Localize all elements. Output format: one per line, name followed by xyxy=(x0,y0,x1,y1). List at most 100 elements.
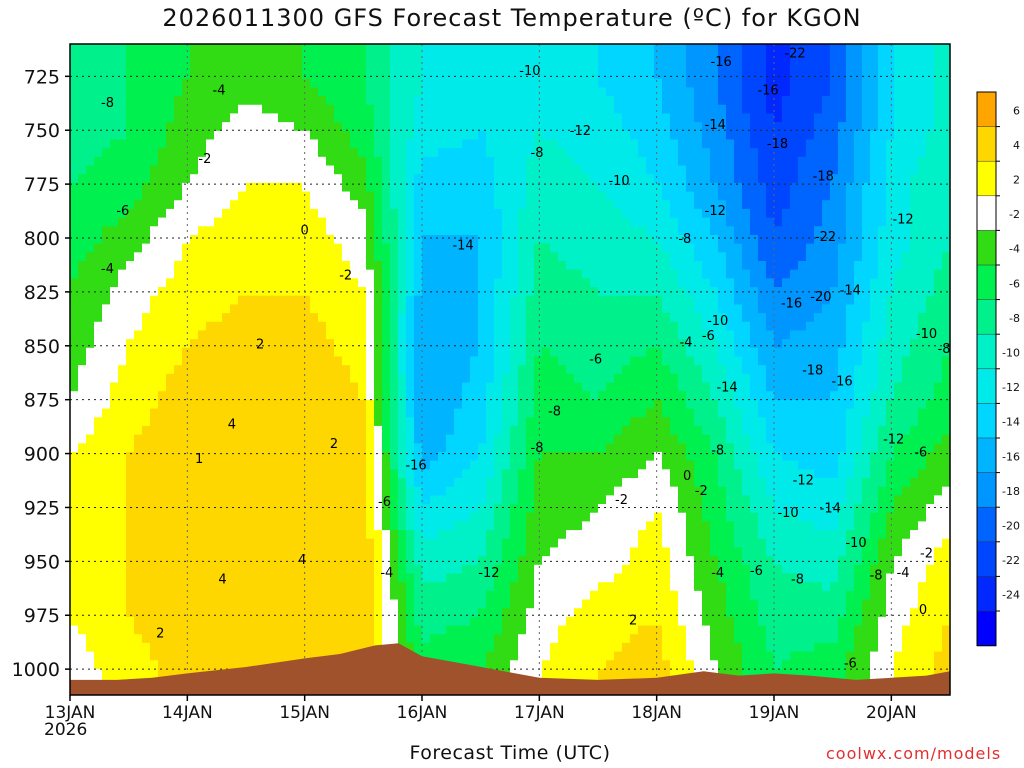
temperature-cell xyxy=(526,365,535,375)
temperature-cell xyxy=(558,590,567,601)
temperature-cell xyxy=(358,425,367,436)
temperature-cell xyxy=(86,504,95,514)
temperature-cell xyxy=(334,478,343,488)
temperature-cell xyxy=(70,44,79,54)
temperature-cell xyxy=(158,625,167,635)
temperature-cell xyxy=(518,52,527,62)
temperature-cell xyxy=(438,78,447,88)
temperature-cell xyxy=(126,313,135,323)
temperature-cell xyxy=(318,451,327,462)
temperature-cell xyxy=(382,287,391,297)
temperature-cell xyxy=(518,182,527,193)
temperature-cell xyxy=(278,208,287,219)
temperature-cell xyxy=(382,44,391,54)
temperature-cell xyxy=(158,330,167,340)
temperature-cell xyxy=(398,347,407,358)
temperature-cell xyxy=(206,373,215,384)
temperature-cell xyxy=(486,139,495,149)
temperature-cell xyxy=(390,304,399,314)
temperature-cell xyxy=(78,78,87,88)
temperature-cell xyxy=(270,139,279,149)
temperature-cell xyxy=(102,408,111,418)
temperature-cell xyxy=(118,87,127,97)
temperature-cell xyxy=(254,52,263,62)
temperature-cell xyxy=(198,573,207,583)
temperature-cell xyxy=(470,261,479,271)
temperature-cell xyxy=(206,425,215,436)
temperature-cell xyxy=(174,330,183,340)
temperature-cell xyxy=(182,478,191,488)
temperature-cell xyxy=(254,365,263,375)
temperature-cell xyxy=(254,321,263,332)
temperature-cell xyxy=(278,330,287,340)
temperature-cell xyxy=(294,330,303,340)
temperature-cell xyxy=(206,391,215,401)
temperature-cell xyxy=(270,321,279,332)
temperature-cell xyxy=(398,382,407,392)
temperature-cell xyxy=(526,156,535,167)
temperature-cell xyxy=(486,165,495,175)
temperature-cell xyxy=(118,61,127,71)
temperature-cell xyxy=(358,365,367,375)
temperature-cell xyxy=(390,625,399,635)
temperature-cell xyxy=(454,96,463,106)
temperature-cell xyxy=(158,642,167,653)
temperature-cell xyxy=(214,156,223,167)
temperature-cell xyxy=(326,582,335,592)
temperature-cell xyxy=(462,365,471,375)
temperature-cell xyxy=(150,408,159,418)
temperature-cell xyxy=(486,104,495,115)
temperature-cell xyxy=(582,556,591,566)
temperature-cell xyxy=(486,417,495,427)
temperature-cell xyxy=(510,44,519,54)
temperature-cell xyxy=(142,443,151,453)
temperature-cell xyxy=(406,625,415,635)
temperature-cell xyxy=(198,321,207,332)
temperature-cell xyxy=(118,590,127,601)
temperature-cell xyxy=(558,460,567,470)
temperature-cell xyxy=(86,434,95,444)
temperature-cell xyxy=(590,313,599,323)
temperature-cell xyxy=(254,556,263,566)
temperature-cell xyxy=(166,78,175,88)
temperature-cell xyxy=(230,347,239,358)
temperature-cell xyxy=(174,217,183,227)
temperature-cell xyxy=(286,165,295,175)
temperature-cell xyxy=(398,521,407,531)
temperature-cell xyxy=(542,538,551,549)
temperature-cell xyxy=(86,321,95,332)
temperature-cell xyxy=(518,443,527,453)
temperature-cell xyxy=(310,61,319,71)
temperature-cell xyxy=(390,417,399,427)
temperature-cell xyxy=(414,156,423,167)
temperature-cell xyxy=(318,243,327,253)
temperature-cell xyxy=(142,391,151,401)
temperature-cell xyxy=(366,538,375,549)
temperature-cell xyxy=(214,564,223,575)
temperature-cell xyxy=(430,347,439,358)
temperature-cell xyxy=(190,469,199,479)
temperature-cell xyxy=(182,156,191,167)
temperature-cell xyxy=(486,538,495,549)
temperature-cell xyxy=(110,504,119,514)
temperature-cell xyxy=(158,113,167,123)
temperature-cell xyxy=(454,234,463,245)
temperature-cell xyxy=(326,321,335,332)
temperature-cell xyxy=(310,70,319,80)
temperature-cell xyxy=(350,287,359,297)
temperature-cell xyxy=(134,130,143,141)
temperature-cell xyxy=(438,391,447,401)
temperature-cell xyxy=(134,87,143,97)
temperature-cell xyxy=(414,217,423,227)
temperature-cell xyxy=(342,408,351,418)
temperature-cell xyxy=(246,425,255,436)
temperature-cell xyxy=(342,122,351,132)
temperature-cell xyxy=(198,52,207,62)
temperature-cell xyxy=(350,608,359,618)
temperature-cell xyxy=(326,70,335,80)
temperature-cell xyxy=(590,504,599,514)
temperature-cell xyxy=(246,130,255,141)
temperature-cell xyxy=(494,460,503,470)
temperature-cell xyxy=(190,599,199,609)
temperature-cell xyxy=(94,113,103,123)
